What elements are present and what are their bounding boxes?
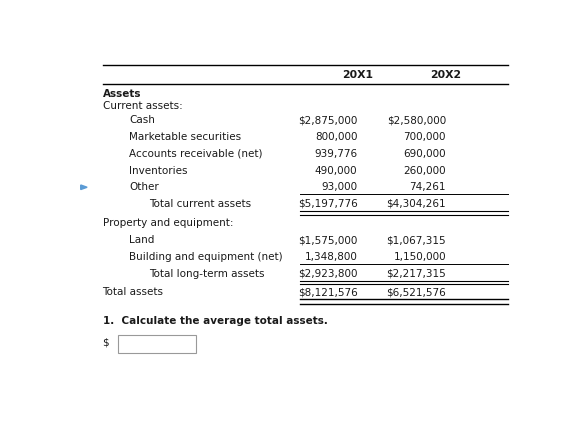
Text: Cash: Cash [129,115,155,125]
Text: $4,304,261: $4,304,261 [387,199,446,209]
Text: $2,875,000: $2,875,000 [298,115,358,125]
Text: Total long-term assets: Total long-term assets [149,269,265,279]
Text: $2,580,000: $2,580,000 [387,115,446,125]
Text: 74,261: 74,261 [410,182,446,192]
Text: $1,575,000: $1,575,000 [298,235,358,245]
Text: Total assets: Total assets [102,287,164,297]
Text: 20X2: 20X2 [431,70,462,81]
Text: Current assets:: Current assets: [102,101,182,111]
Text: $2,923,800: $2,923,800 [298,269,358,279]
Text: 800,000: 800,000 [315,132,358,142]
Text: Other: Other [129,182,159,192]
Text: 1,150,000: 1,150,000 [394,252,446,262]
FancyBboxPatch shape [118,335,196,353]
Text: $5,197,776: $5,197,776 [297,199,358,209]
Text: Inventories: Inventories [129,165,188,176]
Text: Building and equipment (net): Building and equipment (net) [129,252,283,262]
Text: 490,000: 490,000 [315,165,358,176]
Text: Accounts receivable (net): Accounts receivable (net) [129,149,263,159]
Text: 1,348,800: 1,348,800 [304,252,358,262]
Text: 260,000: 260,000 [403,165,446,176]
Text: Assets: Assets [102,89,141,99]
Text: 20X1: 20X1 [342,70,373,81]
Polygon shape [81,185,87,190]
Text: 93,000: 93,000 [321,182,358,192]
Text: Marketable securities: Marketable securities [129,132,241,142]
Text: Land: Land [129,235,154,245]
Text: Total current assets: Total current assets [149,199,251,209]
Text: $1,067,315: $1,067,315 [387,235,446,245]
Text: $6,521,576: $6,521,576 [386,287,446,297]
Text: $8,121,576: $8,121,576 [297,287,358,297]
Text: $: $ [102,338,109,348]
Text: 939,776: 939,776 [314,149,358,159]
Text: $2,217,315: $2,217,315 [386,269,446,279]
Text: Property and equipment:: Property and equipment: [102,219,233,228]
Text: 690,000: 690,000 [403,149,446,159]
Text: 1.  Calculate the average total assets.: 1. Calculate the average total assets. [102,316,327,327]
Text: 700,000: 700,000 [404,132,446,142]
